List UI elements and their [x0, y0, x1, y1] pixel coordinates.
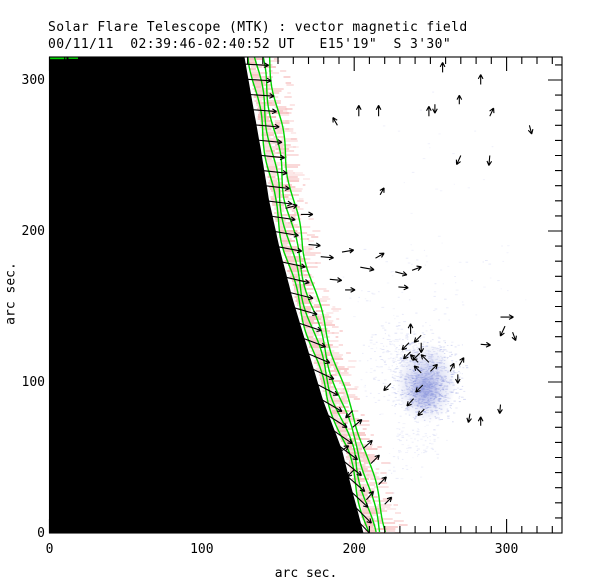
x-tick-label: 200 [342, 542, 366, 557]
limb-overlay [49, 57, 534, 533]
y-tick-label: 100 [21, 375, 45, 390]
x-tick-label: 100 [190, 542, 214, 557]
y-tick-label: 300 [21, 73, 45, 88]
x-tick-label: 0 [45, 542, 54, 557]
axes-frame [48, 56, 563, 534]
figure-title: Solar Flare Telescope (MTK) : vector mag… [48, 20, 468, 35]
figure-subtitle: 00/11/11 02:39:46-02:40:52 UT E15'19" S … [48, 37, 452, 52]
x-tick-label: 300 [494, 542, 519, 557]
y-tick-label: 200 [21, 224, 45, 239]
solar-disk-region [49, 57, 364, 533]
y-tick-label: 0 [37, 526, 45, 541]
y-axis-title: arc sec. [3, 262, 19, 325]
x-axis-title: arc sec. [274, 566, 338, 581]
magnetic-field-vectors [242, 62, 534, 533]
